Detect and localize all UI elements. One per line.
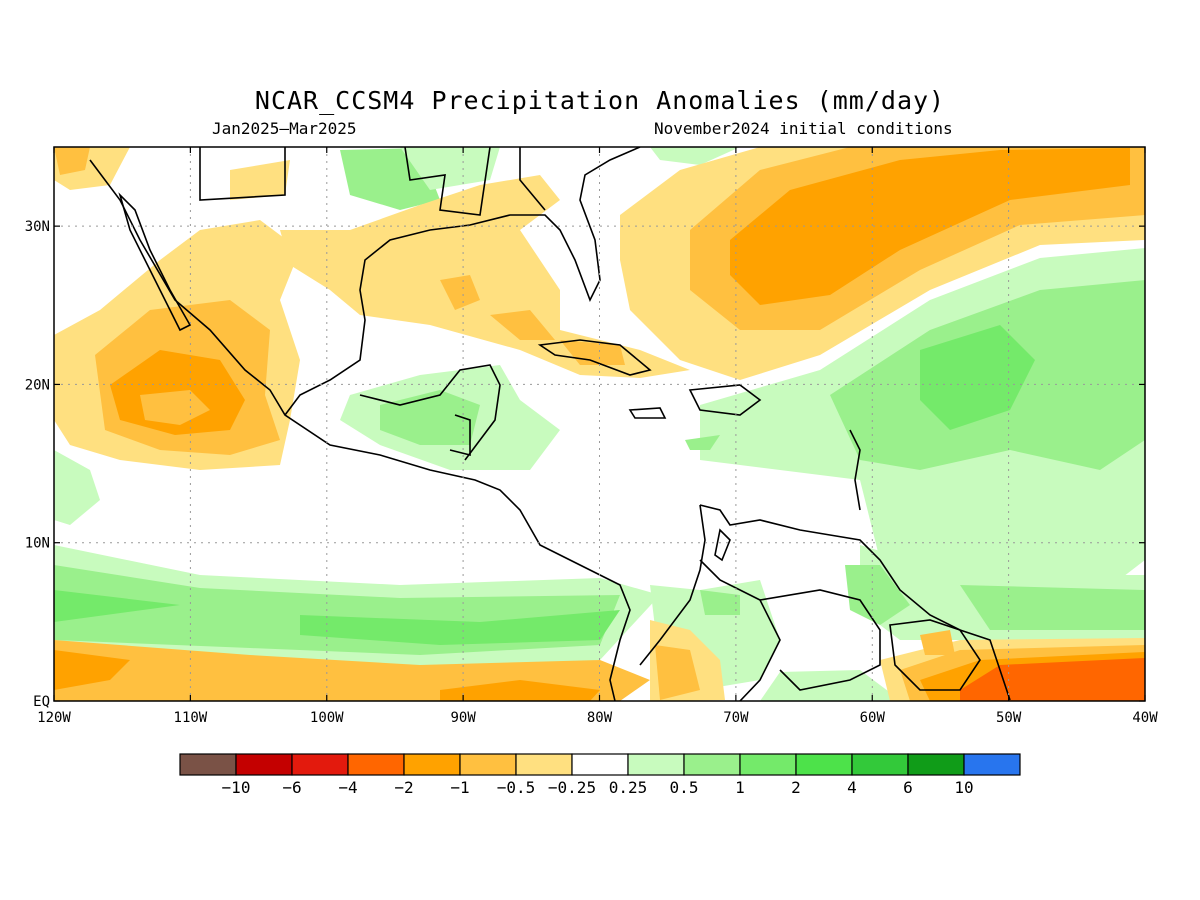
x-tick-label: 110W bbox=[174, 710, 208, 726]
legend-swatch bbox=[403, 753, 461, 776]
map-title: NCAR_CCSM4 Precipitation Anomalies (mm/d… bbox=[254, 86, 946, 115]
legend-label: 0.5 bbox=[670, 778, 699, 797]
legend-swatch bbox=[235, 753, 293, 776]
legend-label: −1 bbox=[450, 778, 469, 797]
wet-atlantic-max bbox=[920, 325, 1035, 430]
legend-swatch bbox=[907, 753, 965, 776]
x-tick-label: 90W bbox=[450, 710, 476, 726]
legend-swatch bbox=[571, 753, 629, 776]
legend-label: −10 bbox=[222, 778, 251, 797]
map-field bbox=[54, 147, 1145, 701]
x-tick-label: 70W bbox=[723, 710, 749, 726]
grid-lines bbox=[54, 147, 1145, 701]
legend-swatch bbox=[515, 753, 573, 776]
forecast-period: Jan2025–Mar2025 bbox=[212, 119, 357, 138]
legend-label: −6 bbox=[282, 778, 301, 797]
wet-small-2 bbox=[685, 435, 720, 450]
legend-label: 6 bbox=[903, 778, 913, 797]
legend-label: 2 bbox=[791, 778, 801, 797]
y-tick-label: 30N bbox=[25, 219, 50, 235]
legend-label: 10 bbox=[954, 778, 973, 797]
dry-south-america-spot bbox=[920, 630, 955, 655]
legend-swatch bbox=[795, 753, 853, 776]
legend-swatch bbox=[851, 753, 909, 776]
dry-top-left bbox=[54, 147, 290, 200]
wet-band-core-2 bbox=[54, 590, 620, 645]
legend-swatch bbox=[347, 753, 405, 776]
color-legend: −10 −6 −4 −2 −1 −0.5 −0.25 0.25 0.5 1 2 4 6 10 bbox=[179, 753, 1021, 797]
x-tick-label: 50W bbox=[996, 710, 1022, 726]
legend-swatch bbox=[459, 753, 517, 776]
legend-label: 1 bbox=[735, 778, 745, 797]
legend-swatch bbox=[179, 753, 237, 776]
legend-label: −0.5 bbox=[497, 778, 536, 797]
dry-colombia-2 bbox=[655, 645, 700, 700]
x-tick-label: 80W bbox=[587, 710, 613, 726]
legend-swatch bbox=[963, 753, 1021, 776]
initial-conditions: November2024 initial conditions bbox=[654, 119, 953, 138]
wet-small-1 bbox=[700, 590, 740, 615]
legend-label: 4 bbox=[847, 778, 857, 797]
coastlines bbox=[89, 147, 1011, 701]
legend-label: −0.25 bbox=[548, 778, 596, 797]
dry-gulf bbox=[280, 175, 690, 378]
legend-swatch bbox=[683, 753, 741, 776]
x-tick-label: 120W bbox=[37, 710, 71, 726]
legend-swatch bbox=[739, 753, 797, 776]
dry-west-mexico-core bbox=[140, 390, 210, 425]
dry-gulf-2 bbox=[440, 275, 625, 365]
dry-top-left-2 bbox=[54, 147, 90, 175]
axis-ticks: 120W 110W 100W 90W 80W 70W 60W 50W 40W EQ 10N 20N 30… bbox=[25, 147, 1158, 726]
x-tick-label: 100W bbox=[310, 710, 344, 726]
wet-pacific-west bbox=[54, 450, 100, 525]
y-tick-label: 10N bbox=[25, 536, 50, 552]
y-tick-label: 20N bbox=[25, 377, 50, 393]
legend-label: 0.25 bbox=[609, 778, 648, 797]
x-tick-label: 60W bbox=[860, 710, 886, 726]
dry-equator-band-2 bbox=[54, 650, 600, 701]
legend-label: −2 bbox=[394, 778, 413, 797]
wet-south-america-core bbox=[960, 585, 1145, 630]
legend-swatch bbox=[627, 753, 685, 776]
wet-guiana bbox=[845, 565, 910, 625]
wet-amazon bbox=[760, 670, 900, 701]
legend-swatch bbox=[291, 753, 349, 776]
legend-label: −4 bbox=[338, 778, 357, 797]
y-tick-label: EQ bbox=[33, 694, 50, 710]
x-tick-label: 40W bbox=[1132, 710, 1158, 726]
